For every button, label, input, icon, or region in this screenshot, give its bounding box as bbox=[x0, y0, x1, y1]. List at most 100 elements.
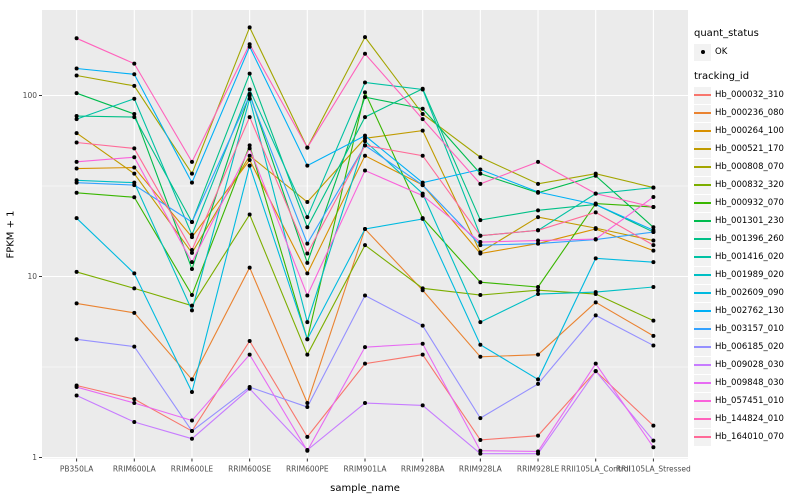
x-axis-title: sample_name bbox=[330, 483, 400, 494]
line-swatch-icon bbox=[694, 418, 711, 420]
line-swatch-icon bbox=[694, 382, 711, 384]
data-point-Hb_000808_070 bbox=[74, 73, 79, 78]
legend-key-Hb_000032_310 bbox=[694, 86, 711, 104]
point-icon bbox=[700, 50, 705, 54]
data-point-Hb_000032_310 bbox=[247, 339, 252, 344]
legend-entry-Hb_002762_130: Hb_002762_130 bbox=[694, 302, 798, 320]
data-point-Hb_009848_030 bbox=[363, 345, 367, 350]
data-point-Hb_000032_310 bbox=[478, 437, 483, 442]
data-point-Hb_002609_090 bbox=[420, 216, 425, 221]
x-tick-label: RRIM928BA bbox=[401, 465, 446, 474]
legend-key-Hb_003157_010 bbox=[694, 320, 711, 338]
data-point-Hb_001396_260 bbox=[247, 71, 252, 76]
data-point-Hb_144824_010 bbox=[74, 36, 79, 41]
data-point-Hb_000236_080 bbox=[651, 333, 656, 338]
data-point-Hb_009848_030 bbox=[189, 418, 194, 423]
line-swatch-icon bbox=[694, 274, 711, 276]
x-tick-label: RRIM600LA bbox=[113, 465, 157, 474]
data-point-Hb_057451_010 bbox=[651, 194, 656, 199]
line-swatch-icon bbox=[694, 436, 711, 438]
legend-key-Hb_057451_010 bbox=[694, 392, 711, 410]
legend-label: Hb_001301_230 bbox=[715, 216, 784, 226]
data-point-Hb_009848_030 bbox=[247, 352, 252, 357]
data-point-Hb_000032_310 bbox=[420, 352, 425, 357]
data-point-Hb_057451_010 bbox=[305, 293, 310, 298]
data-point-Hb_009848_030 bbox=[536, 449, 541, 454]
data-point-Hb_000521_170 bbox=[478, 250, 483, 255]
data-point-Hb_000808_070 bbox=[363, 35, 367, 40]
data-point-Hb_001396_260 bbox=[74, 114, 79, 119]
data-point-Hb_002609_090 bbox=[189, 390, 194, 395]
line-swatch-icon bbox=[694, 256, 711, 258]
data-point-Hb_164010_070 bbox=[74, 140, 79, 145]
legend-entry-Hb_000032_310: Hb_000032_310 bbox=[694, 86, 798, 104]
data-point-Hb_003157_010 bbox=[420, 183, 425, 188]
data-point-Hb_009848_030 bbox=[593, 361, 598, 366]
legend-entry-Hb_001301_230: Hb_001301_230 bbox=[694, 212, 798, 230]
data-point-Hb_000032_310 bbox=[363, 361, 367, 366]
data-point-Hb_000808_070 bbox=[478, 155, 483, 160]
legend-key-Hb_000932_070 bbox=[694, 194, 711, 212]
legend-tracking-id-title: tracking_id bbox=[694, 71, 750, 82]
data-point-Hb_009028_030 bbox=[593, 369, 598, 374]
legend-label-ok: OK bbox=[715, 47, 728, 57]
line-swatch-icon bbox=[694, 148, 711, 150]
legend-label: Hb_000832_320 bbox=[715, 180, 784, 190]
data-point-Hb_000264_100 bbox=[651, 248, 656, 253]
data-point-Hb_144824_010 bbox=[536, 159, 541, 164]
data-point-Hb_000808_070 bbox=[536, 181, 541, 186]
legend-label: Hb_057451_010 bbox=[715, 396, 784, 406]
data-point-Hb_000032_310 bbox=[651, 423, 656, 428]
data-point-Hb_000808_070 bbox=[420, 112, 425, 117]
legend-key-Hb_001396_260 bbox=[694, 230, 711, 248]
legend-entry-Hb_009848_030: Hb_009848_030 bbox=[694, 374, 798, 392]
legend-key-ok bbox=[694, 43, 711, 61]
data-point-Hb_006185_020 bbox=[189, 429, 194, 434]
data-point-Hb_001301_230 bbox=[305, 260, 310, 265]
legend-entry-Hb_164010_070: Hb_164010_070 bbox=[694, 428, 798, 446]
data-point-Hb_009028_030 bbox=[363, 401, 367, 406]
line-swatch-icon bbox=[694, 202, 711, 204]
legend-key-Hb_009028_030 bbox=[694, 356, 711, 374]
data-point-Hb_144824_010 bbox=[247, 42, 252, 47]
data-point-Hb_001416_020 bbox=[420, 87, 425, 92]
data-point-Hb_164010_070 bbox=[189, 248, 194, 253]
legend-entry-Hb_000264_100: Hb_000264_100 bbox=[694, 122, 798, 140]
data-point-Hb_001301_230 bbox=[363, 95, 367, 100]
data-point-Hb_000832_320 bbox=[132, 286, 137, 291]
data-point-Hb_164010_070 bbox=[247, 115, 252, 120]
line-swatch-icon bbox=[694, 184, 711, 186]
data-point-Hb_009848_030 bbox=[74, 385, 79, 390]
data-point-Hb_002762_130 bbox=[189, 180, 194, 185]
data-point-Hb_000264_100 bbox=[305, 271, 310, 276]
data-point-Hb_000236_080 bbox=[247, 265, 252, 270]
data-point-Hb_003157_010 bbox=[74, 180, 79, 185]
legend-key-Hb_000808_070 bbox=[694, 158, 711, 176]
data-point-Hb_001989_020 bbox=[305, 320, 310, 325]
data-point-Hb_006185_020 bbox=[305, 405, 310, 410]
data-point-Hb_000832_320 bbox=[420, 286, 425, 291]
data-point-Hb_001989_020 bbox=[536, 292, 541, 297]
data-point-Hb_003157_010 bbox=[478, 243, 483, 248]
data-point-Hb_002609_090 bbox=[651, 260, 656, 265]
data-point-Hb_002762_130 bbox=[536, 189, 541, 194]
line-swatch-icon bbox=[694, 364, 711, 366]
legend-entry-ok: OK bbox=[694, 43, 798, 61]
data-point-Hb_000832_320 bbox=[363, 243, 367, 248]
legend-key-Hb_002762_130 bbox=[694, 302, 711, 320]
data-point-Hb_164010_070 bbox=[478, 233, 483, 238]
legend-entry-Hb_000521_170: Hb_000521_170 bbox=[694, 140, 798, 158]
legend-label: Hb_000264_100 bbox=[715, 126, 784, 136]
x-tick-label: RRII105LA_Control bbox=[561, 465, 631, 474]
data-point-Hb_144824_010 bbox=[363, 51, 367, 56]
data-point-Hb_002762_130 bbox=[74, 66, 79, 71]
data-point-Hb_001301_230 bbox=[593, 173, 598, 178]
legend-entry-Hb_000832_320: Hb_000832_320 bbox=[694, 176, 798, 194]
data-point-Hb_000264_100 bbox=[132, 165, 137, 170]
line-swatch-icon bbox=[694, 220, 711, 222]
data-point-Hb_009028_030 bbox=[189, 436, 194, 441]
data-point-Hb_009028_030 bbox=[74, 393, 79, 398]
data-point-Hb_002609_090 bbox=[478, 342, 483, 347]
line-swatch-icon bbox=[694, 400, 711, 402]
legend-tracking-id-entries: Hb_000032_310 Hb_000236_080 Hb_000264_100 H… bbox=[694, 86, 798, 446]
